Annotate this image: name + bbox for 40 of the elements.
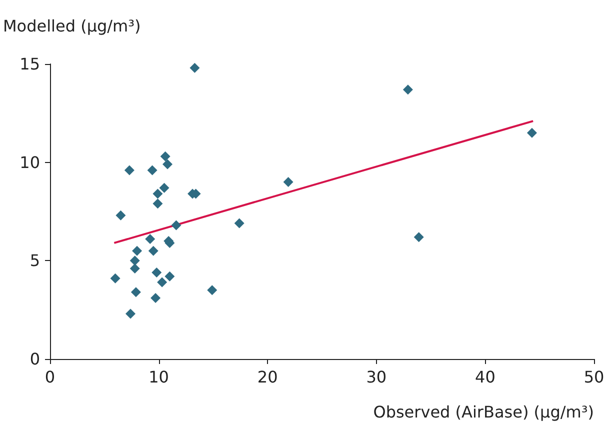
point	[116, 210, 126, 220]
point	[207, 285, 218, 296]
y-tick-label: 5	[30, 251, 40, 270]
point	[130, 287, 141, 298]
point	[171, 220, 182, 230]
point	[159, 182, 170, 193]
x-axis-title: Observed (AirBase) (µg/m³)	[373, 402, 594, 422]
y-axis-title: Modelled (µg/m³)	[3, 16, 141, 36]
point	[152, 188, 163, 199]
point	[190, 62, 200, 73]
point	[162, 159, 173, 170]
point	[145, 234, 156, 244]
point	[164, 271, 175, 282]
y-tick-label: 0	[30, 350, 40, 368]
point	[160, 151, 170, 162]
point	[124, 165, 134, 176]
x-tick-label: 10	[148, 368, 169, 386]
point	[150, 293, 161, 304]
point	[414, 232, 424, 242]
point	[526, 128, 537, 138]
x-tick-label: 40	[475, 368, 496, 386]
x-tick-label: 30	[366, 368, 387, 386]
point	[132, 246, 142, 256]
y-tick-label: 15	[20, 54, 40, 74]
point	[157, 277, 168, 288]
point	[152, 267, 162, 278]
point	[126, 308, 136, 319]
x-tick-label: 20	[257, 368, 278, 386]
point	[147, 165, 158, 176]
x-tick-label: 0	[44, 368, 56, 386]
point	[152, 198, 163, 209]
point	[148, 246, 158, 256]
point	[110, 273, 120, 284]
y-tick-label: 10	[20, 152, 40, 172]
point	[130, 256, 140, 266]
point	[234, 218, 244, 228]
point	[402, 84, 413, 95]
point	[283, 177, 294, 187]
x-tick-label: 50	[584, 368, 604, 386]
point	[130, 264, 140, 274]
